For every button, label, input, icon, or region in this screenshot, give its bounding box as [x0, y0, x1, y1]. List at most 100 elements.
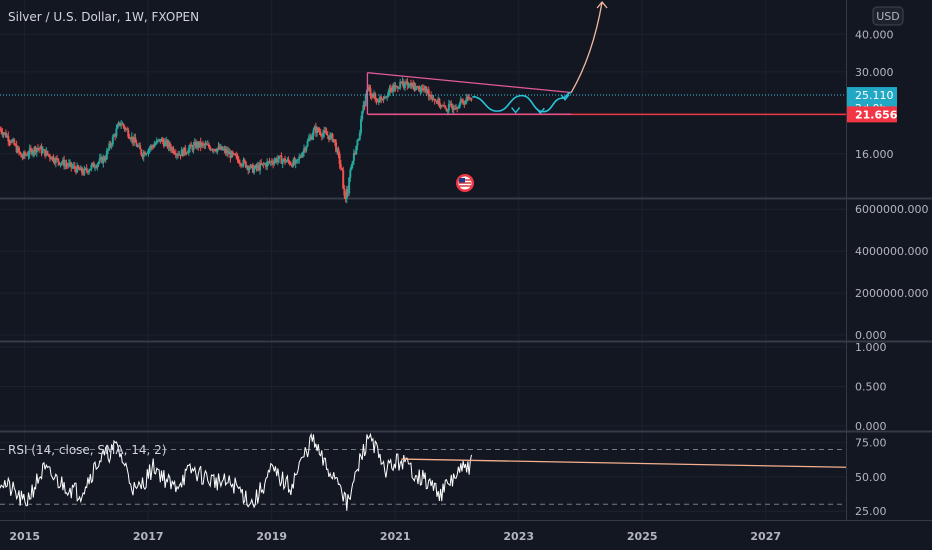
candle-body-73: [85, 168, 88, 171]
candle-body-40: [46, 150, 49, 155]
candle-body-190: [224, 148, 227, 153]
candle-body-184: [217, 146, 220, 149]
candle-body-304: [360, 119, 363, 133]
candle-body-236: [279, 155, 282, 157]
candle-body-44: [51, 156, 54, 160]
candle-body-339: [401, 81, 404, 84]
currency-badge-label: USD: [876, 10, 900, 23]
candle-body-188: [222, 149, 225, 151]
candle-body-1: [0, 128, 3, 132]
candle-body-14: [15, 144, 18, 153]
candle-body-324: [383, 96, 386, 99]
breakout-arrow[interactable]: [570, 1, 603, 93]
candle-body-235: [278, 155, 281, 160]
candle-body-8: [8, 141, 11, 143]
candle-body-225: [266, 161, 269, 167]
current-price-label: 25.110: [855, 89, 894, 102]
candle-body-369: [437, 98, 440, 104]
time-axis[interactable]: 2015 2017 2019 2021 2023 2025 2027: [0, 520, 932, 544]
candle-body-162: [191, 146, 194, 150]
candle-body-390: [462, 100, 465, 104]
candle-body-268: [317, 127, 320, 132]
candle-body-397: [470, 97, 473, 100]
candle-body-160: [189, 144, 192, 149]
drawing-layer[interactable]: [0, 0, 846, 116]
candle-body-363: [430, 94, 433, 97]
candle-body-219: [259, 163, 262, 171]
candle-body-319: [377, 101, 380, 103]
rsi-panel[interactable]: RSI (14, close, SMA, 14, 2): [0, 432, 847, 511]
support-price-badge[interactable]: 21.656: [847, 106, 898, 123]
candle-body-253: [299, 156, 302, 158]
candle-body-137: [161, 138, 164, 142]
symbol-title[interactable]: Silver / U.S. Dollar, 1W, FXOPEN: [8, 10, 199, 24]
candle-body-34: [39, 146, 42, 150]
candle-body-379: [449, 103, 452, 105]
candle-body-312: [369, 88, 372, 96]
candle-body-187: [221, 146, 224, 150]
candle-body-212: [250, 164, 253, 166]
volume-tick-label-0: 6000000.000: [855, 203, 928, 216]
price-panel[interactable]: [0, 0, 846, 204]
currency-badge[interactable]: USD: [872, 6, 904, 26]
candle-body-196: [231, 151, 234, 154]
candle-body-79: [92, 162, 95, 168]
candle-body-108: [127, 129, 130, 137]
volume-tick-label-2: 2000000.000: [855, 287, 928, 300]
candle-body-133: [156, 140, 159, 142]
candle-body-100: [117, 122, 120, 126]
rsi-legend[interactable]: RSI (14, close, SMA, 14, 2): [8, 443, 166, 457]
candle-body-200: [236, 155, 239, 160]
candle-body-283: [335, 142, 338, 152]
candle-body-241: [285, 161, 288, 163]
candle-body-3: [2, 133, 5, 135]
rsi-tick-label-0: 75.00: [855, 437, 887, 450]
candle-body-84: [98, 158, 101, 163]
candle-body-250: [295, 159, 298, 161]
candle-body-67: [78, 168, 81, 171]
candle-body-180: [212, 149, 215, 151]
candle-body-366: [433, 99, 436, 101]
candle-body-381: [451, 106, 454, 110]
candle-body-205: [242, 159, 245, 166]
candle-body-334: [395, 85, 398, 87]
candle-body-183: [216, 148, 219, 152]
candle-body-35: [40, 146, 43, 154]
candle-body-93: [109, 143, 112, 146]
candle-body-198: [234, 153, 237, 156]
candle-body-232: [274, 158, 277, 162]
candle-body-292: [345, 189, 348, 199]
candle-body-293: [346, 189, 349, 194]
candle-body-360: [426, 89, 429, 93]
us-flag-icon[interactable]: [456, 174, 474, 192]
rsi-trendline[interactable]: [401, 458, 847, 468]
price-tick-label-1: 30.000: [855, 66, 894, 79]
candle-body-58: [67, 163, 70, 166]
candle-body-282: [333, 139, 336, 143]
triangle-upper-line[interactable]: [367, 72, 572, 94]
candle-body-280: [331, 133, 334, 142]
candle-body-61: [71, 166, 74, 168]
grid-lines: [0, 0, 932, 520]
candle-body-72: [84, 168, 87, 170]
candle-body-237: [280, 155, 283, 164]
candle-body-29: [33, 147, 36, 153]
rsi-line[interactable]: [0, 432, 472, 511]
candle-body-337: [399, 81, 402, 88]
candle-body-103: [121, 123, 124, 125]
candle-body-176: [208, 144, 211, 148]
candle-body-278: [329, 134, 332, 140]
candle-body-25: [28, 148, 31, 155]
candle-body-254: [300, 156, 303, 158]
candle-body-227: [268, 161, 271, 163]
candle-body-134: [158, 138, 161, 141]
candle-body-65: [76, 165, 79, 173]
price-axis[interactable]: 40.000 30.000 16.000 6000000.000 4000000.000…: [847, 28, 928, 518]
candle-body-248: [293, 159, 296, 164]
candle-body-166: [196, 142, 199, 148]
indicator-tick-label-1: 0.500: [855, 381, 887, 394]
candle-body-359: [425, 86, 428, 93]
candle-body-28: [32, 152, 35, 155]
candle-body-201: [237, 159, 240, 164]
